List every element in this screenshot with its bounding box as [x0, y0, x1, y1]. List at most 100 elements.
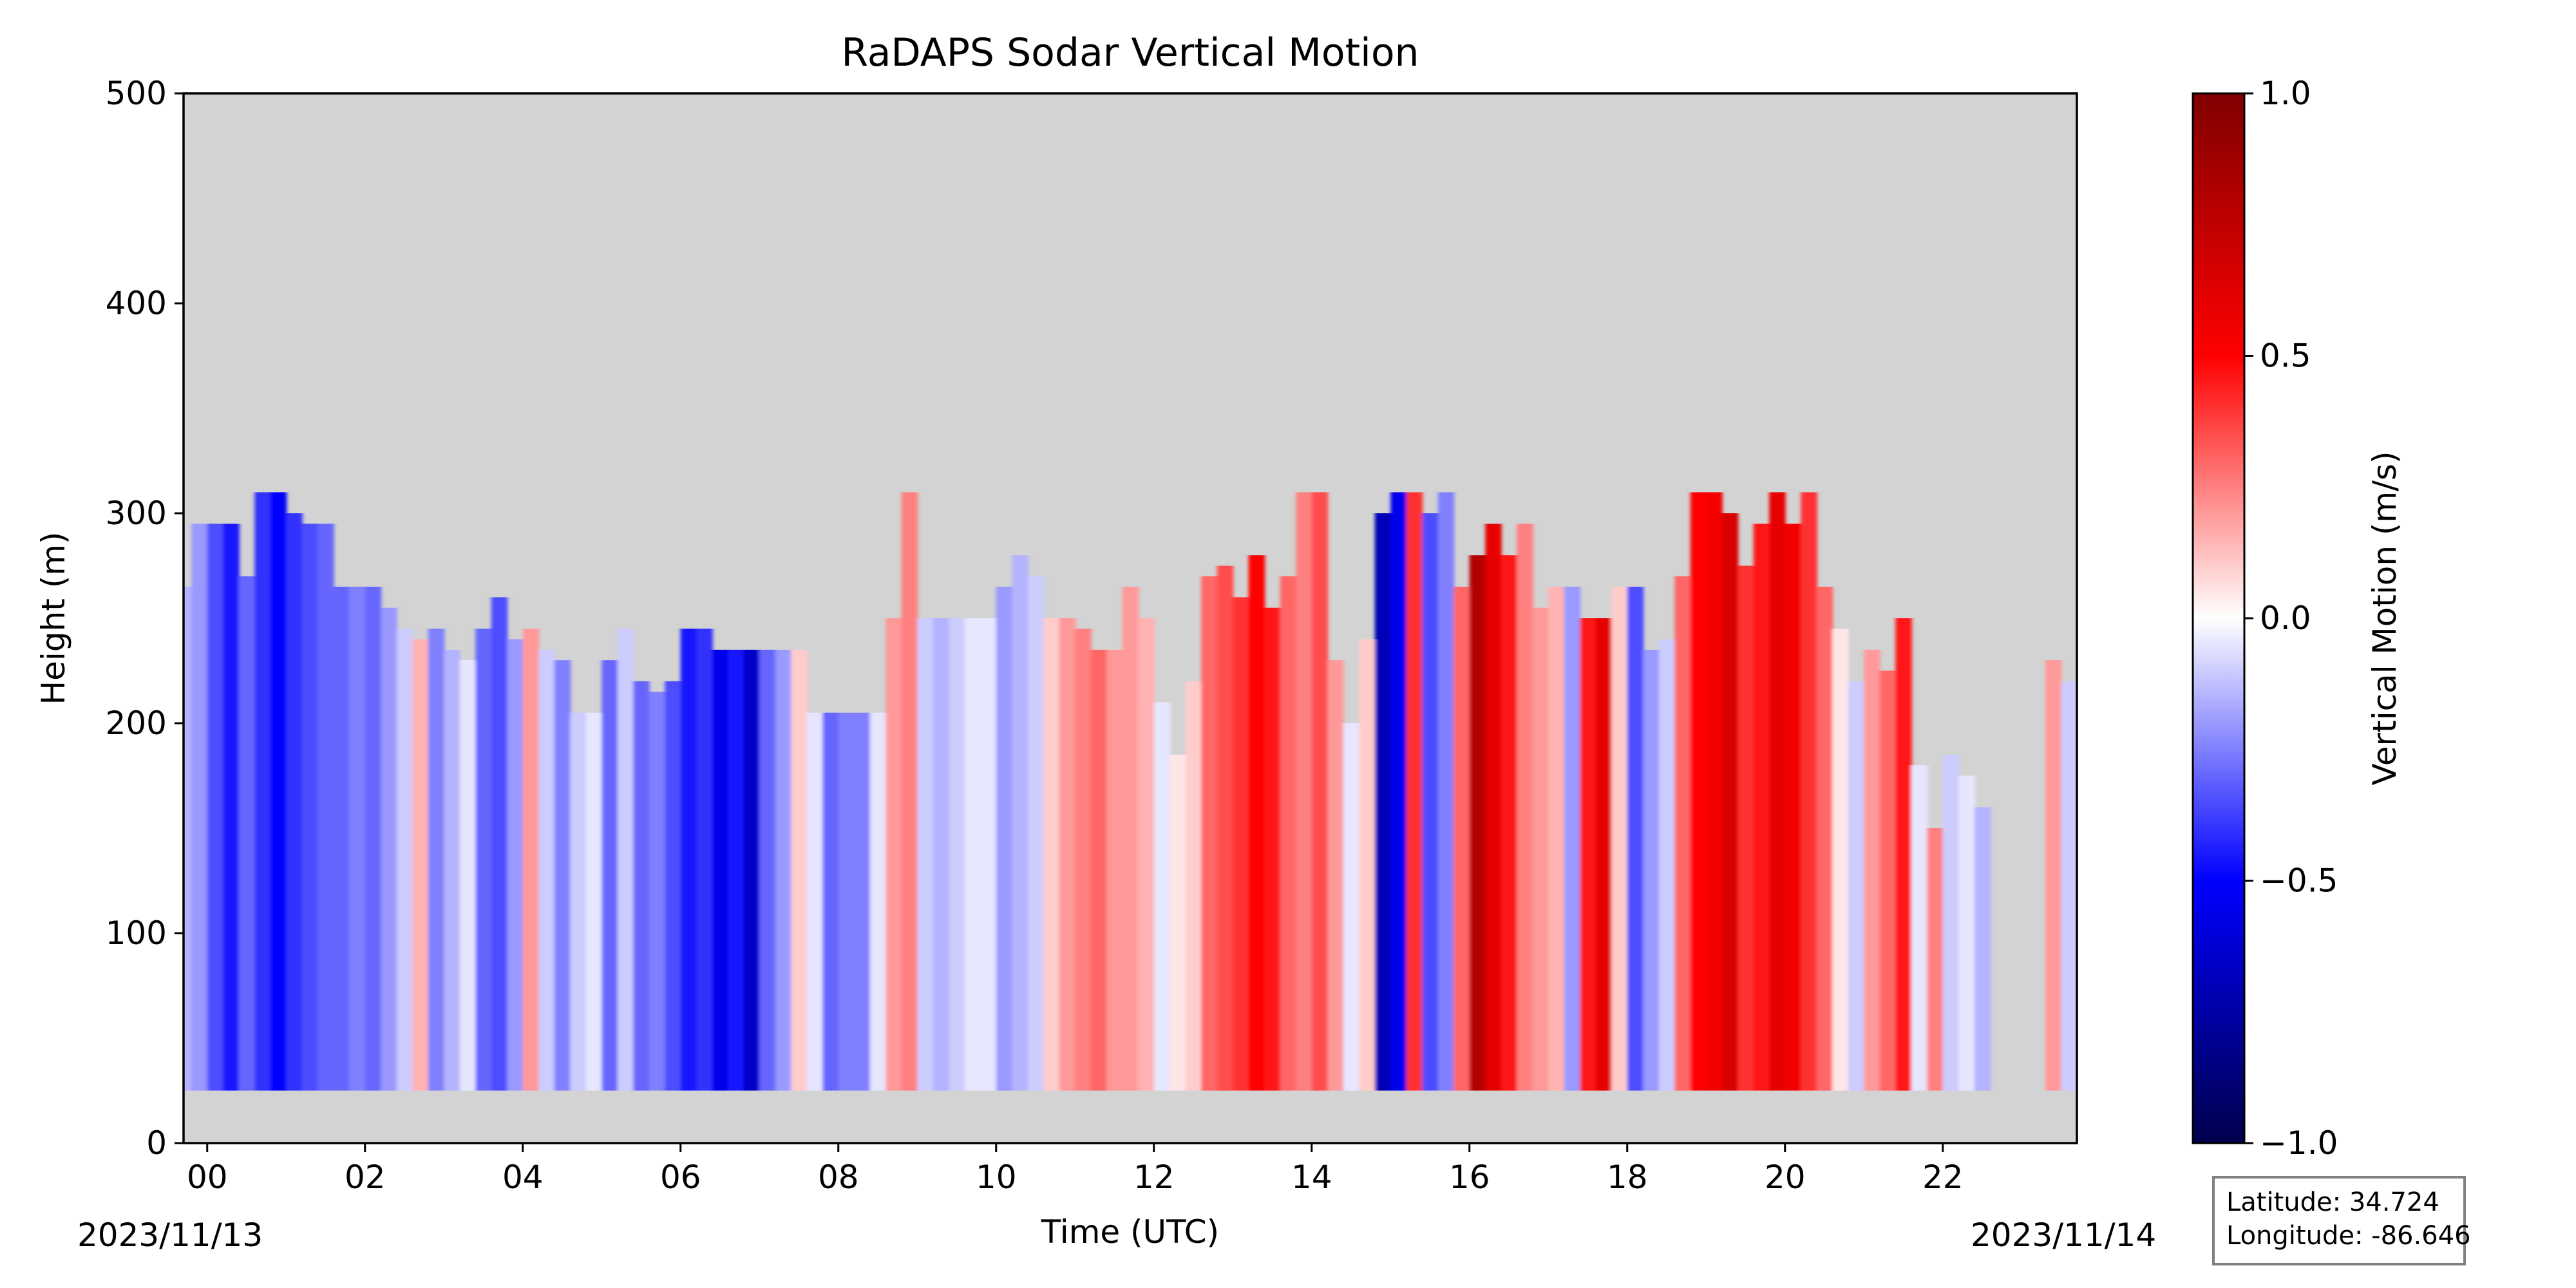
heatmap-column — [854, 712, 871, 1091]
heatmap-column — [743, 649, 761, 1091]
heatmap-column — [696, 629, 713, 1091]
heatmap-column — [1927, 828, 1944, 1091]
heatmap-column — [1564, 587, 1581, 1091]
heatmap-column — [1343, 723, 1360, 1091]
heatmap-column — [349, 587, 366, 1091]
heatmap-column — [1296, 492, 1312, 1091]
heatmap-column — [1611, 587, 1628, 1091]
heatmap-column — [728, 649, 744, 1091]
heatmap-column — [301, 524, 319, 1091]
heatmap-column — [601, 660, 618, 1091]
heatmap-column — [538, 649, 555, 1091]
heatmap-column — [1895, 618, 1912, 1091]
heatmap-column — [1816, 587, 1833, 1091]
heatmap-column — [1548, 587, 1565, 1091]
heatmap-column — [1643, 649, 1660, 1091]
heatmap-column — [617, 629, 634, 1091]
heatmap-column — [1958, 775, 1975, 1091]
heatmap-column — [507, 639, 524, 1091]
heatmap-column — [570, 712, 587, 1091]
colorbar-label: Vertical Motion (m/s) — [2366, 451, 2403, 785]
colorbar-tick-label: 0.5 — [2260, 337, 2311, 375]
heatmap-column — [949, 618, 965, 1091]
heatmap-column — [1264, 607, 1281, 1091]
longitude-text: Longitude: -86.646 — [2226, 1221, 2471, 1251]
heatmap-column — [381, 607, 397, 1091]
heatmap-column — [1864, 649, 1880, 1091]
y-tick-label: 300 — [106, 495, 167, 532]
y-axis: 0 100 200 300 400 500 — [106, 75, 184, 1162]
heatmap-column — [917, 618, 934, 1091]
heatmap-column — [286, 513, 303, 1091]
heatmap-column — [1532, 607, 1549, 1091]
heatmap-column — [1595, 618, 1613, 1091]
heatmap-column — [1280, 576, 1297, 1091]
heatmap-column — [1721, 513, 1739, 1091]
heatmap-column — [886, 618, 902, 1091]
colorbar-tick-label: 0.0 — [2260, 600, 2311, 637]
heatmap-column — [1185, 681, 1202, 1091]
colorbar-axis: 1.0 0.5 0.0 −0.5 −1.0 — [2244, 75, 2338, 1162]
heatmap-column — [1217, 565, 1234, 1091]
x-tick-label: 04 — [502, 1159, 544, 1196]
heatmap-column — [712, 649, 729, 1091]
y-axis-label: Height (m) — [35, 532, 72, 705]
x-tick-label: 08 — [818, 1159, 859, 1196]
heatmap-column — [996, 587, 1013, 1091]
colorbar — [2192, 92, 2246, 1144]
heatmap-column — [1879, 670, 1897, 1091]
heatmap-column — [964, 618, 981, 1091]
heatmap-column — [1012, 555, 1028, 1091]
heatmap-column — [665, 681, 681, 1091]
start-date-label: 2023/11/13 — [77, 1217, 263, 1254]
heatmap-column — [270, 492, 287, 1091]
x-tick-label: 06 — [660, 1159, 701, 1196]
heatmap-column — [838, 712, 855, 1091]
x-axis: 00 02 04 06 08 10 12 14 16 18 20 22 — [187, 1143, 1964, 1196]
x-tick-label: 16 — [1449, 1159, 1490, 1196]
heatmap-column — [365, 587, 382, 1091]
plot-frame — [182, 92, 2078, 1144]
heatmap-column — [1406, 492, 1423, 1091]
heatmap-column — [1785, 524, 1802, 1091]
heatmap-column — [1801, 492, 1817, 1091]
heatmap-column — [585, 712, 603, 1091]
heatmap-column — [1517, 524, 1533, 1091]
heatmap-column — [1027, 576, 1045, 1091]
x-tick-label: 18 — [1607, 1159, 1648, 1196]
heatmap-column — [1848, 681, 1865, 1091]
heatmap-column — [223, 524, 240, 1091]
heatmap-column — [1059, 618, 1076, 1091]
heatmap-column — [428, 629, 445, 1091]
end-date-label: 2023/11/14 — [1971, 1217, 2156, 1254]
heatmap-column — [1075, 629, 1092, 1091]
y-tick-label: 500 — [106, 75, 167, 112]
heatmap-column — [317, 524, 334, 1091]
heatmap-column — [1201, 576, 1218, 1091]
heatmap-column — [1106, 649, 1123, 1091]
colorbar-tick-label: −0.5 — [2260, 862, 2338, 900]
y-tick-label: 400 — [106, 285, 167, 322]
y-tick-label: 0 — [146, 1124, 167, 1162]
heatmap-column — [1674, 576, 1691, 1091]
heatmap-column — [1753, 524, 1770, 1091]
heatmap-column — [207, 524, 224, 1091]
x-tick-label: 14 — [1291, 1159, 1332, 1196]
heatmap-column — [412, 639, 429, 1091]
x-tick-label: 20 — [1765, 1159, 1806, 1196]
latitude-text: Latitude: 34.724 — [2226, 1188, 2439, 1217]
heatmap-column — [1738, 565, 1754, 1091]
heatmap-column — [649, 692, 666, 1091]
heatmap-column — [491, 597, 508, 1091]
heatmap-column — [1832, 629, 1849, 1091]
heatmap-column — [1122, 587, 1139, 1091]
y-tick-label: 100 — [106, 914, 167, 952]
heatmap-column — [1422, 513, 1439, 1091]
heatmap-column — [822, 712, 839, 1091]
heatmap-column — [1501, 555, 1518, 1091]
x-tick-label: 12 — [1133, 1159, 1175, 1196]
x-tick-label: 02 — [345, 1159, 386, 1196]
heatmap-column — [791, 649, 808, 1091]
heatmap-column — [1359, 639, 1376, 1091]
